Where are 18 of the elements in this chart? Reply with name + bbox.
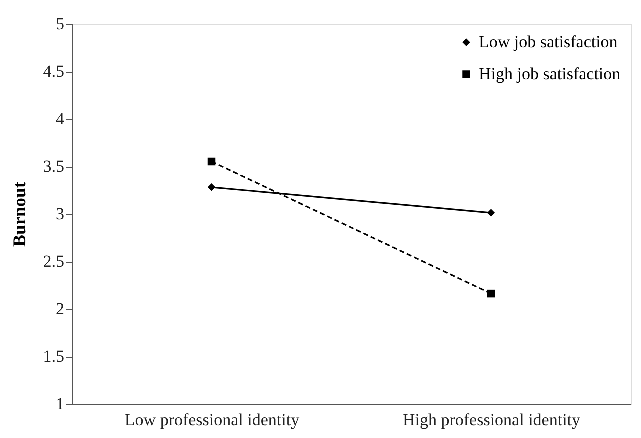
y-tick-label: 2.5 <box>43 252 64 271</box>
point <box>487 209 496 217</box>
y-axis-title: Burnout <box>9 182 30 248</box>
y-tick-label: 3.5 <box>43 157 64 176</box>
x-tick-label: Low professional identity <box>124 410 300 430</box>
y-tick-label: 4 <box>56 110 65 128</box>
x-tick-label: High professional identity <box>402 410 582 430</box>
point <box>208 184 216 192</box>
y-tick-label: 2 <box>56 300 64 318</box>
point <box>487 290 496 298</box>
y-tick-label: 4.5 <box>43 62 64 81</box>
y-tick-label: 1 <box>56 394 64 414</box>
point <box>208 158 216 166</box>
y-tick-label: 5 <box>56 14 64 34</box>
y-tick-label: 1.5 <box>43 347 64 366</box>
y-tick-label: 3 <box>56 204 64 224</box>
legend-label: Low job satisfaction <box>479 32 618 52</box>
legend-label: High job satisfaction <box>479 64 622 84</box>
